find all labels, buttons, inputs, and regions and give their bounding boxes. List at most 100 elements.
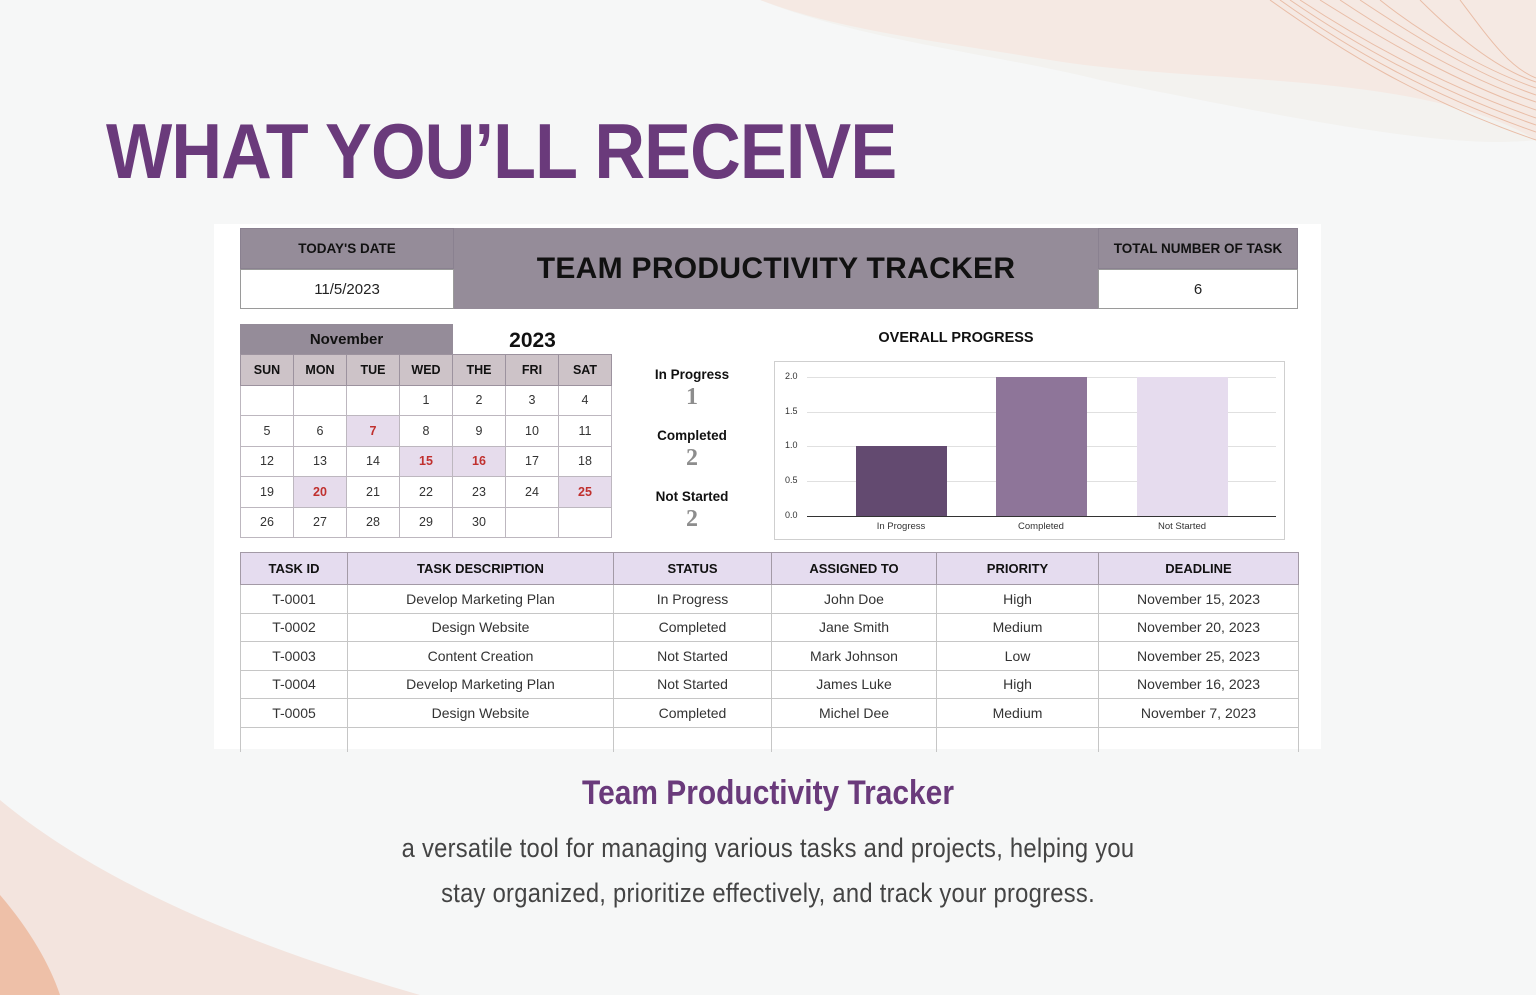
calendar-day[interactable]: 21: [346, 476, 400, 508]
empty-cell[interactable]: [613, 726, 772, 752]
status-in-progress: In Progress 1: [634, 367, 750, 411]
task-id-cell[interactable]: T-0003: [240, 641, 348, 671]
task-id-cell[interactable]: T-0002: [240, 612, 348, 642]
assigned-to-cell[interactable]: Michel Dee: [771, 698, 937, 728]
priority-cell[interactable]: Medium: [936, 612, 1099, 642]
assigned-to-cell[interactable]: James Luke: [771, 669, 937, 699]
weekday-header: MON: [293, 354, 347, 386]
column-header-deadline: DEADLINE: [1098, 552, 1299, 585]
column-header-status: STATUS: [613, 552, 772, 585]
calendar-day[interactable]: 9: [452, 415, 506, 447]
calendar-day[interactable]: 19: [240, 476, 294, 508]
calendar-day[interactable]: [558, 506, 612, 538]
calendar-day[interactable]: [293, 384, 347, 416]
empty-cell[interactable]: [240, 726, 348, 752]
calendar-day-deadline[interactable]: 16: [452, 445, 506, 477]
task-description-cell[interactable]: Develop Marketing Plan: [347, 669, 614, 699]
task-description-cell[interactable]: Content Creation: [347, 641, 614, 671]
deadline-cell[interactable]: November 16, 2023: [1098, 669, 1299, 699]
priority-cell[interactable]: Low: [936, 641, 1099, 671]
deadline-cell[interactable]: November 15, 2023: [1098, 584, 1299, 614]
calendar-day-deadline[interactable]: 15: [399, 445, 453, 477]
deadline-cell[interactable]: November 7, 2023: [1098, 698, 1299, 728]
task-id-cell[interactable]: T-0004: [240, 669, 348, 699]
x-axis: [807, 516, 1276, 517]
bar-in-progress[interactable]: [856, 446, 947, 516]
todays-date-label: TODAY'S DATE: [240, 228, 454, 269]
calendar-day[interactable]: 26: [240, 506, 294, 538]
table-row: T-0001 Develop Marketing Plan In Progres…: [240, 584, 1299, 614]
calendar-day-deadline[interactable]: 20: [293, 476, 347, 508]
table-row: T-0003 Content Creation Not Started Mark…: [240, 641, 1299, 671]
calendar-day[interactable]: 3: [505, 384, 559, 416]
calendar-day[interactable]: 12: [240, 445, 294, 477]
calendar-day[interactable]: [346, 384, 400, 416]
calendar-day[interactable]: 10: [505, 415, 559, 447]
x-label: Completed: [1018, 521, 1064, 532]
calendar-day[interactable]: 27: [293, 506, 347, 538]
calendar-day-deadline[interactable]: 7: [346, 415, 400, 447]
calendar-month: November: [240, 324, 453, 354]
empty-cell[interactable]: [771, 726, 937, 752]
empty-cell[interactable]: [936, 726, 1099, 752]
headline: WHAT YOU’LL RECEIVE: [106, 107, 897, 195]
calendar-day[interactable]: 22: [399, 476, 453, 508]
column-header-task-description: TASK DESCRIPTION: [347, 552, 614, 585]
priority-cell[interactable]: High: [936, 584, 1099, 614]
calendar-day[interactable]: 29: [399, 506, 453, 538]
calendar-day[interactable]: 5: [240, 415, 294, 447]
calendar-day[interactable]: 18: [558, 445, 612, 477]
calendar-day[interactable]: 1: [399, 384, 453, 416]
status-cell[interactable]: Not Started: [613, 669, 772, 699]
chart-title: OVERALL PROGRESS: [878, 330, 1034, 346]
bar-not-started[interactable]: [1137, 377, 1228, 516]
task-id-cell[interactable]: T-0005: [240, 698, 348, 728]
task-description-cell[interactable]: Develop Marketing Plan: [347, 584, 614, 614]
task-id-cell[interactable]: T-0001: [240, 584, 348, 614]
calendar-day[interactable]: 2: [452, 384, 506, 416]
calendar-day[interactable]: 28: [346, 506, 400, 538]
weekday-header: TUE: [346, 354, 400, 386]
weekday-header: THE: [452, 354, 506, 386]
todays-date-value[interactable]: 11/5/2023: [240, 269, 454, 309]
assigned-to-cell[interactable]: Mark Johnson: [771, 641, 937, 671]
empty-cell[interactable]: [347, 726, 614, 752]
status-cell[interactable]: Completed: [613, 698, 772, 728]
calendar-day[interactable]: 24: [505, 476, 559, 508]
task-description-cell[interactable]: Design Website: [347, 612, 614, 642]
calendar-day[interactable]: 8: [399, 415, 453, 447]
priority-cell[interactable]: Medium: [936, 698, 1099, 728]
calendar-day[interactable]: [505, 506, 559, 538]
calendar-day[interactable]: 17: [505, 445, 559, 477]
column-header-task-id: TASK ID: [240, 552, 348, 585]
task-description-cell[interactable]: Design Website: [347, 698, 614, 728]
status-cell[interactable]: Not Started: [613, 641, 772, 671]
weekday-header: FRI: [505, 354, 559, 386]
status-cell[interactable]: In Progress: [613, 584, 772, 614]
calendar-day[interactable]: 11: [558, 415, 612, 447]
column-header-priority: PRIORITY: [936, 552, 1099, 585]
priority-cell[interactable]: High: [936, 669, 1099, 699]
assigned-to-cell[interactable]: John Doe: [771, 584, 937, 614]
total-tasks-value[interactable]: 6: [1098, 269, 1298, 309]
calendar-day[interactable]: 30: [452, 506, 506, 538]
calendar-day[interactable]: 14: [346, 445, 400, 477]
deadline-cell[interactable]: November 25, 2023: [1098, 641, 1299, 671]
table-row: T-0002 Design Website Completed Jane Smi…: [240, 612, 1299, 642]
assigned-to-cell[interactable]: Jane Smith: [771, 612, 937, 642]
calendar-day[interactable]: [240, 384, 294, 416]
bar-completed[interactable]: [996, 377, 1087, 516]
deadline-cell[interactable]: November 20, 2023: [1098, 612, 1299, 642]
empty-cell[interactable]: [1098, 726, 1299, 752]
status-label: In Progress: [654, 367, 730, 382]
calendar-day[interactable]: 6: [293, 415, 347, 447]
column-header-assigned-to: ASSIGNED TO: [771, 552, 937, 585]
calendar-day[interactable]: 13: [293, 445, 347, 477]
status-cell[interactable]: Completed: [613, 612, 772, 642]
status-completed: Completed 2: [634, 428, 750, 472]
calendar-day[interactable]: 4: [558, 384, 612, 416]
y-tick: 2.0: [785, 371, 798, 381]
status-count: 2: [686, 506, 698, 532]
calendar-day-deadline[interactable]: 25: [558, 476, 612, 508]
calendar-day[interactable]: 23: [452, 476, 506, 508]
